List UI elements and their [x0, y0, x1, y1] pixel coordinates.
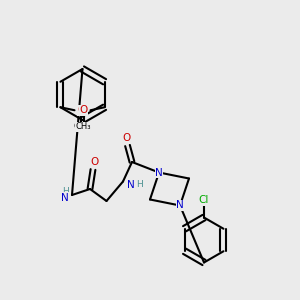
Text: O: O: [122, 133, 130, 143]
Text: N: N: [61, 193, 69, 203]
Text: H: H: [62, 188, 69, 196]
Text: O: O: [90, 157, 99, 167]
Text: H: H: [136, 180, 143, 189]
Text: N: N: [176, 200, 184, 211]
Text: O: O: [77, 105, 86, 115]
Text: CH₃: CH₃: [76, 122, 91, 131]
Text: N: N: [128, 179, 135, 190]
Text: O: O: [80, 105, 88, 115]
Text: CH₃: CH₃: [74, 122, 89, 131]
Text: Cl: Cl: [199, 195, 209, 205]
Text: N: N: [155, 167, 163, 178]
